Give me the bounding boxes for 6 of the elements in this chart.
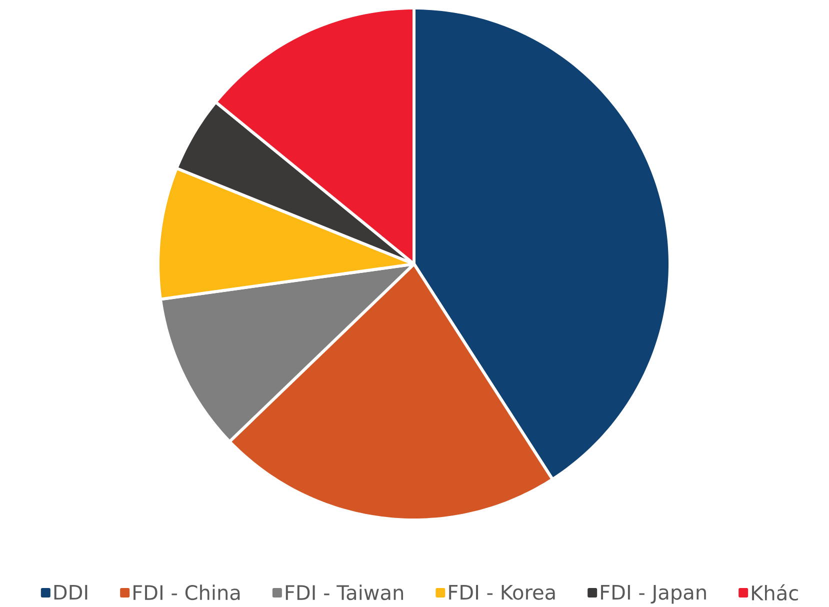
legend-label: DDI <box>54 584 88 600</box>
legend-label: FDI - Taiwan <box>286 584 404 600</box>
legend-label: Khác <box>752 584 798 601</box>
legend-label: FDI - Japan <box>601 584 706 604</box>
legend-label: FDI - China <box>134 584 240 600</box>
legend-label: FDI - Korea <box>449 584 555 600</box>
